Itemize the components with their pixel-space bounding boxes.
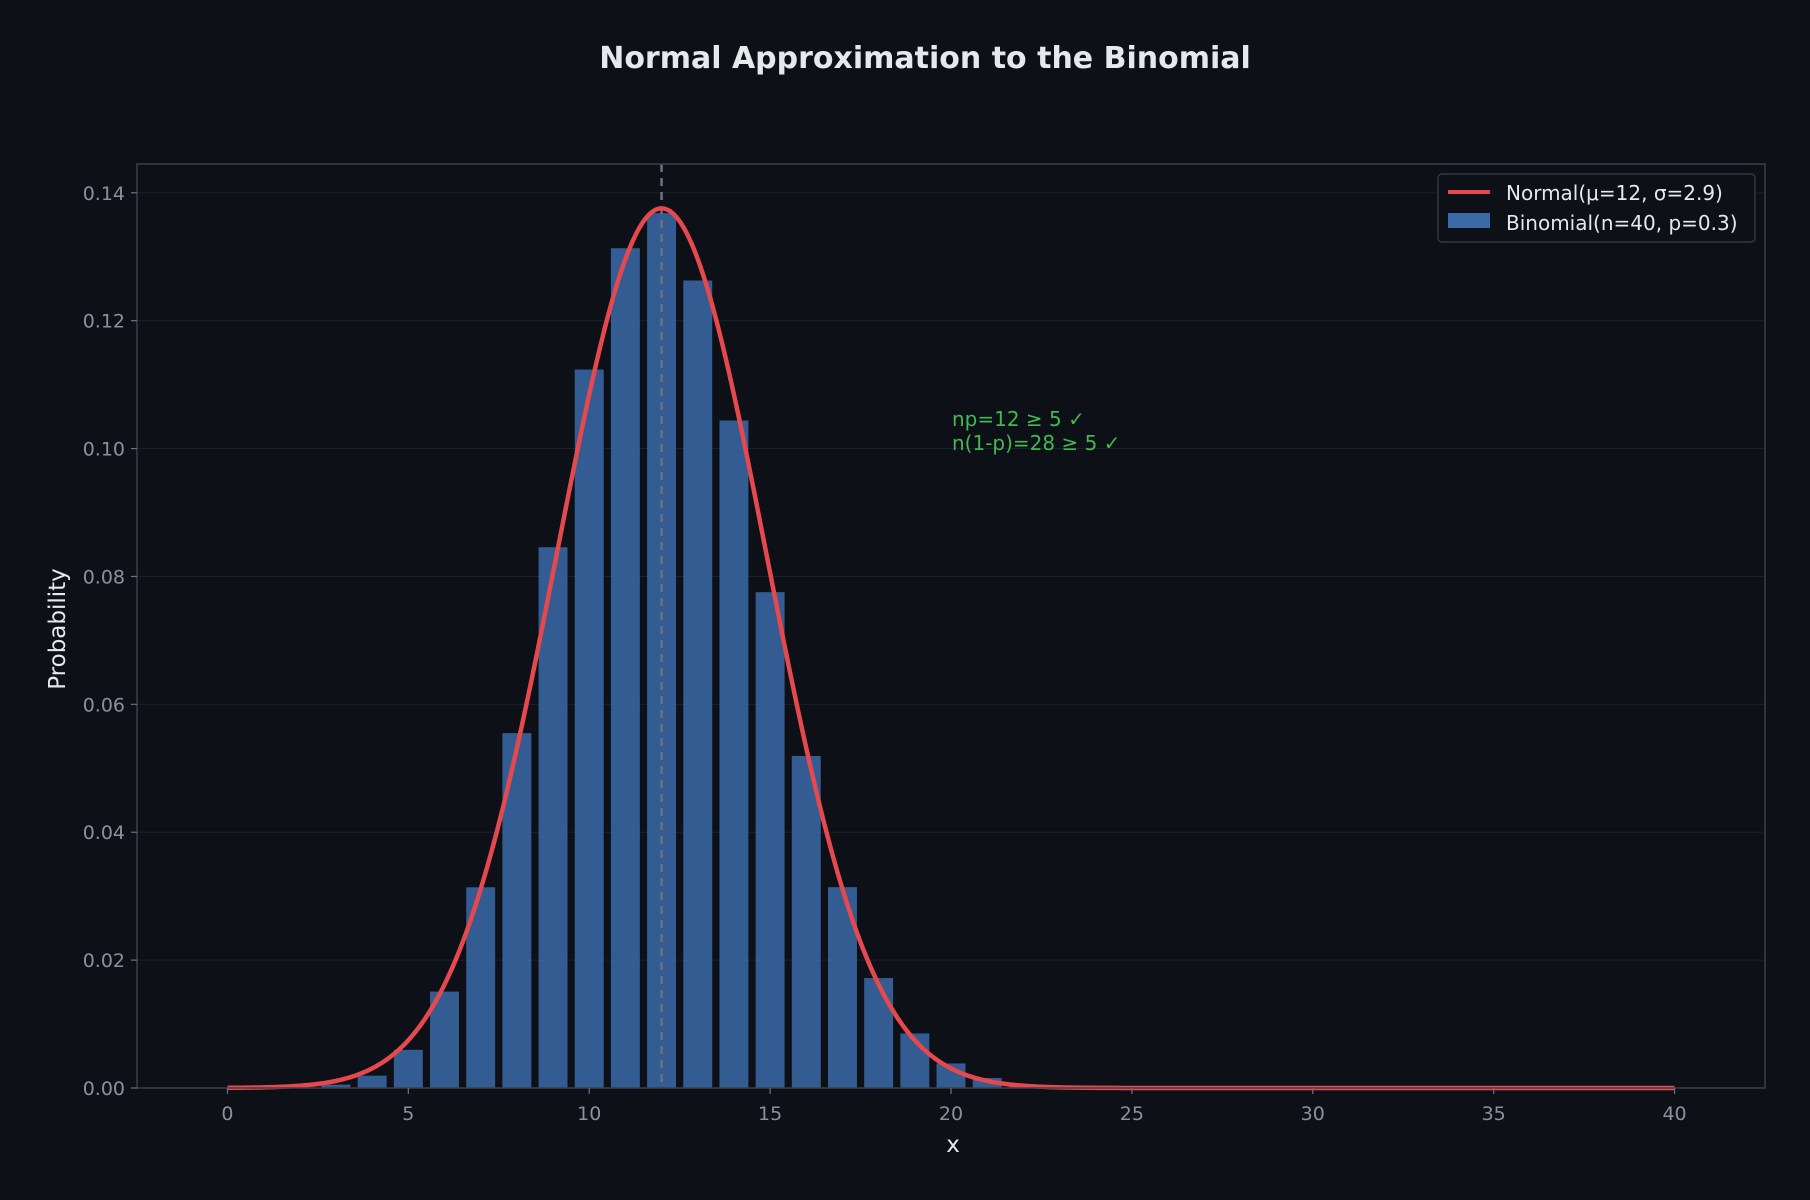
bar xyxy=(719,420,749,1088)
legend: Normal(μ=12, σ=2.9) Binomial(n=40, p=0.3… xyxy=(1437,173,1756,243)
x-tick-label: 15 xyxy=(758,1103,782,1125)
x-tick-label: 5 xyxy=(402,1103,414,1125)
legend-box xyxy=(1437,173,1756,243)
bar xyxy=(574,369,604,1088)
y-tick-label: 0.00 xyxy=(83,1078,125,1100)
x-axis-ticks: 0 5 10 15 20 25 30 35 40 xyxy=(221,1088,1687,1125)
y-tick-label: 0.14 xyxy=(83,183,125,205)
y-tick-label: 0.02 xyxy=(83,950,125,972)
x-tick-label: 25 xyxy=(1120,1103,1144,1125)
x-tick-label: 35 xyxy=(1482,1103,1506,1125)
y-tick-label: 0.12 xyxy=(83,311,125,333)
x-tick-label: 10 xyxy=(577,1103,601,1125)
bar xyxy=(538,547,568,1088)
y-tick-label: 0.06 xyxy=(83,694,125,716)
x-axis-label: x xyxy=(946,1132,960,1158)
bar xyxy=(430,991,459,1088)
y-tick-label: 0.04 xyxy=(83,822,125,844)
bar xyxy=(610,248,640,1088)
y-tick-label: 0.08 xyxy=(83,566,125,588)
bar xyxy=(755,592,785,1088)
x-tick-label: 40 xyxy=(1662,1103,1686,1125)
legend-swatch-binomial xyxy=(1448,213,1490,228)
legend-label-normal: Normal(μ=12, σ=2.9) xyxy=(1506,181,1723,205)
y-tick-label: 0.10 xyxy=(83,439,125,461)
x-tick-label: 30 xyxy=(1301,1103,1325,1125)
bar xyxy=(864,978,894,1088)
bar xyxy=(647,213,677,1088)
bar xyxy=(393,1049,423,1088)
x-tick-label: 20 xyxy=(939,1103,963,1125)
y-axis-ticks: 0.00 0.02 0.04 0.06 0.08 0.10 0.12 0.14 xyxy=(83,183,137,1100)
bar-series xyxy=(212,213,1219,1088)
chart-title: Normal Approximation to the Binomial xyxy=(599,41,1251,76)
bar xyxy=(683,280,713,1088)
annotation-nq: n(1-p)=28 ≥ 5 ✓ xyxy=(952,431,1120,455)
bar xyxy=(357,1075,387,1088)
bar xyxy=(791,755,821,1088)
annotation-np: np=12 ≥ 5 ✓ xyxy=(952,407,1085,431)
legend-label-binomial: Binomial(n=40, p=0.3) xyxy=(1506,211,1738,235)
x-tick-label: 0 xyxy=(221,1103,233,1125)
y-axis-label: Probability xyxy=(45,568,71,690)
bar xyxy=(321,1084,351,1088)
